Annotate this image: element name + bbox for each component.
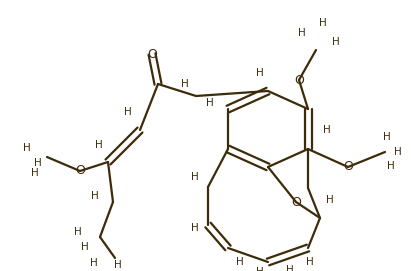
Text: O: O [294, 73, 304, 86]
Text: H: H [394, 147, 402, 157]
Text: H: H [191, 172, 199, 182]
Text: O: O [75, 164, 85, 178]
Text: H: H [319, 18, 327, 28]
Text: H: H [95, 140, 103, 150]
Text: H: H [323, 125, 331, 135]
Text: H: H [286, 265, 294, 271]
Text: H: H [326, 195, 334, 205]
Text: H: H [256, 68, 264, 78]
Text: H: H [34, 158, 42, 168]
Text: H: H [91, 191, 99, 201]
Text: H: H [90, 258, 98, 268]
Text: H: H [387, 161, 395, 171]
Text: H: H [114, 260, 122, 270]
Text: H: H [74, 227, 82, 237]
Text: H: H [31, 168, 39, 178]
Text: H: H [383, 132, 391, 142]
Text: H: H [181, 79, 189, 89]
Text: O: O [147, 47, 157, 60]
Text: H: H [124, 107, 132, 117]
Text: O: O [291, 195, 301, 208]
Text: H: H [206, 98, 214, 108]
Text: H: H [306, 257, 314, 267]
Text: O: O [343, 160, 353, 173]
Text: H: H [298, 28, 306, 38]
Text: H: H [332, 37, 340, 47]
Text: H: H [81, 242, 89, 252]
Text: H: H [23, 143, 31, 153]
Text: H: H [191, 223, 199, 233]
Text: H: H [236, 257, 244, 267]
Text: H: H [256, 267, 264, 271]
